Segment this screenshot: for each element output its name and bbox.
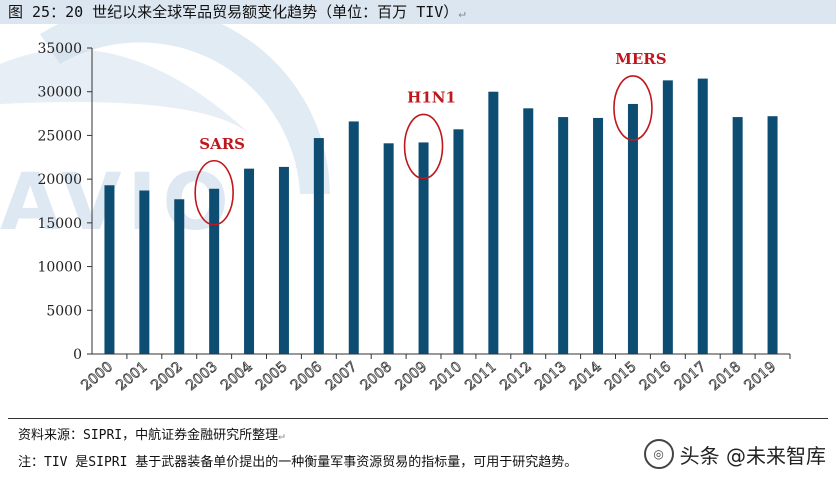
- x-tick-label: 2007: [323, 359, 361, 394]
- figure-title: 图 25：20 世纪以来全球军品贸易额变化趋势（单位：百万 TIV）↵: [0, 0, 836, 24]
- event-label: SARS: [199, 135, 245, 153]
- event-label: MERS: [615, 50, 666, 68]
- wechat-logo-icon: ◎: [643, 439, 674, 469]
- x-tick-label: 2009: [393, 359, 431, 394]
- return-mark-icon: ↵: [278, 429, 285, 442]
- x-tick-label: 2008: [358, 359, 396, 394]
- bar: [244, 168, 255, 354]
- y-tick-label: 20000: [37, 172, 82, 188]
- return-mark-icon: ↵: [458, 6, 466, 20]
- bar: [313, 138, 324, 354]
- x-tick-label: 2015: [602, 359, 640, 394]
- bar: [453, 129, 464, 354]
- bar-chart: 0 5000 10000 15000 20000 25000 30000 35000 2000…: [37, 41, 791, 394]
- bar: [558, 117, 569, 354]
- bar: [278, 166, 289, 354]
- x-tick-label: 2018: [707, 359, 745, 394]
- x-tick-label: 2001: [113, 359, 151, 394]
- bar: [104, 185, 115, 354]
- bar: [697, 78, 708, 354]
- x-tick-label: 2016: [637, 359, 675, 394]
- x-tick-label: 2003: [183, 359, 221, 394]
- x-tick-label: 2002: [148, 359, 186, 394]
- brand-text: 头条 @未来智库: [679, 443, 826, 468]
- event-circle: [403, 113, 444, 180]
- y-tick-label: 10000: [37, 260, 82, 276]
- bar: [627, 103, 638, 354]
- bar: [732, 117, 743, 354]
- x-tick-label: 2011: [462, 359, 500, 394]
- bar: [662, 80, 673, 354]
- x-tick-label: 2019: [742, 359, 780, 394]
- bar: [174, 199, 185, 354]
- x-tick-label: 2012: [497, 359, 535, 394]
- y-tick-label: 25000: [37, 128, 82, 144]
- x-tick-label: 2000: [78, 359, 116, 394]
- bar: [488, 91, 499, 354]
- y-tick-label: 5000: [46, 303, 82, 319]
- x-axis: 2000200120022003200420052006200720082009…: [78, 353, 791, 394]
- event-annotations: SARS H1N1 MERS: [194, 50, 667, 226]
- x-tick-label: 2017: [672, 359, 710, 394]
- bar: [348, 121, 359, 354]
- y-tick-label: 15000: [37, 216, 82, 232]
- source-note: 资料来源：SIPRI，中航证券金融研究所整理↵: [18, 424, 285, 443]
- bar-series: [104, 78, 778, 355]
- x-tick-label: 2013: [532, 359, 570, 394]
- y-tick-label: 0: [73, 347, 82, 363]
- bar: [383, 143, 394, 354]
- bar: [767, 116, 778, 355]
- y-axis: 0 5000 10000 15000 20000 25000 30000 35000: [37, 41, 93, 363]
- bar: [418, 142, 429, 354]
- footnote-text: 注：TIV 是SIPRI 基于武器装备单价提出的一种衡量军事资源贸易的指标量，可…: [18, 455, 578, 470]
- x-tick-label: 2014: [567, 359, 605, 394]
- footnote: 注：TIV 是SIPRI 基于武器装备单价提出的一种衡量军事资源贸易的指标量，可…: [18, 451, 577, 470]
- brand-watermark: ◎ 头条 @未来智库: [643, 434, 826, 474]
- bar: [209, 188, 220, 354]
- x-tick-label: 2006: [288, 359, 326, 394]
- event-circle: [194, 159, 234, 226]
- figure-title-text: 图 25：20 世纪以来全球军品贸易额变化趋势（单位：百万 TIV）: [8, 3, 459, 21]
- bar: [139, 190, 150, 354]
- y-tick-label: 30000: [37, 85, 82, 101]
- y-tick-label: 35000: [37, 41, 82, 57]
- source-text: 资料来源：SIPRI，中航证券金融研究所整理: [18, 428, 279, 443]
- x-tick-label: 2004: [218, 359, 256, 394]
- footer-divider: [8, 418, 828, 419]
- event-circle: [613, 75, 653, 141]
- x-tick-label: 2005: [253, 359, 291, 394]
- event-label: H1N1: [407, 88, 456, 106]
- x-tick-label: 2010: [427, 359, 465, 394]
- bar: [593, 117, 604, 354]
- bar: [523, 108, 534, 354]
